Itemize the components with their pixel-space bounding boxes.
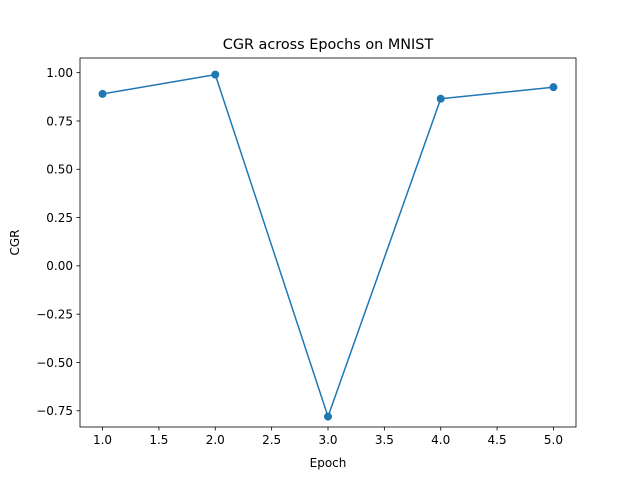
y-tick-label: 1.00 [46, 66, 73, 80]
series-layer [98, 70, 558, 421]
x-tick-label: 4.5 [488, 433, 507, 447]
data-point [436, 94, 445, 103]
y-tick-label: −0.50 [36, 356, 73, 370]
data-point [324, 412, 332, 421]
y-tick-label: 0.50 [46, 163, 73, 177]
y-tick-label: 0.75 [46, 114, 73, 128]
x-tick-label: 2.5 [262, 433, 281, 447]
x-tick-label: 3.5 [375, 433, 394, 447]
data-point [211, 70, 220, 79]
x-tick-label: 2.0 [206, 433, 225, 447]
y-axis-label: CGR [8, 229, 22, 255]
y-tick-label: −0.75 [36, 404, 73, 418]
y-tick-label: 0.25 [46, 211, 73, 225]
x-tick-label: 5.0 [544, 433, 563, 447]
plot-frame [79, 57, 577, 428]
y-tick-label: 0.00 [46, 259, 73, 273]
x-axis-label: Epoch [310, 456, 347, 470]
x-tick-label: 3.0 [318, 433, 337, 447]
x-tick-label: 1.5 [149, 433, 168, 447]
y-tick-label: −0.25 [36, 307, 73, 321]
x-tick-label: 4.0 [431, 433, 450, 447]
tick-layer: 1.0 1.5 2.0 2.5 3.0 3.5 4.0 4.5 5.0 1.00 0.75 0.50 0… [36, 66, 563, 447]
chart-title: CGR across Epochs on MNIST [223, 37, 434, 53]
x-tick-label: 1.0 [93, 433, 112, 447]
data-point [549, 83, 558, 92]
data-point [98, 89, 107, 98]
